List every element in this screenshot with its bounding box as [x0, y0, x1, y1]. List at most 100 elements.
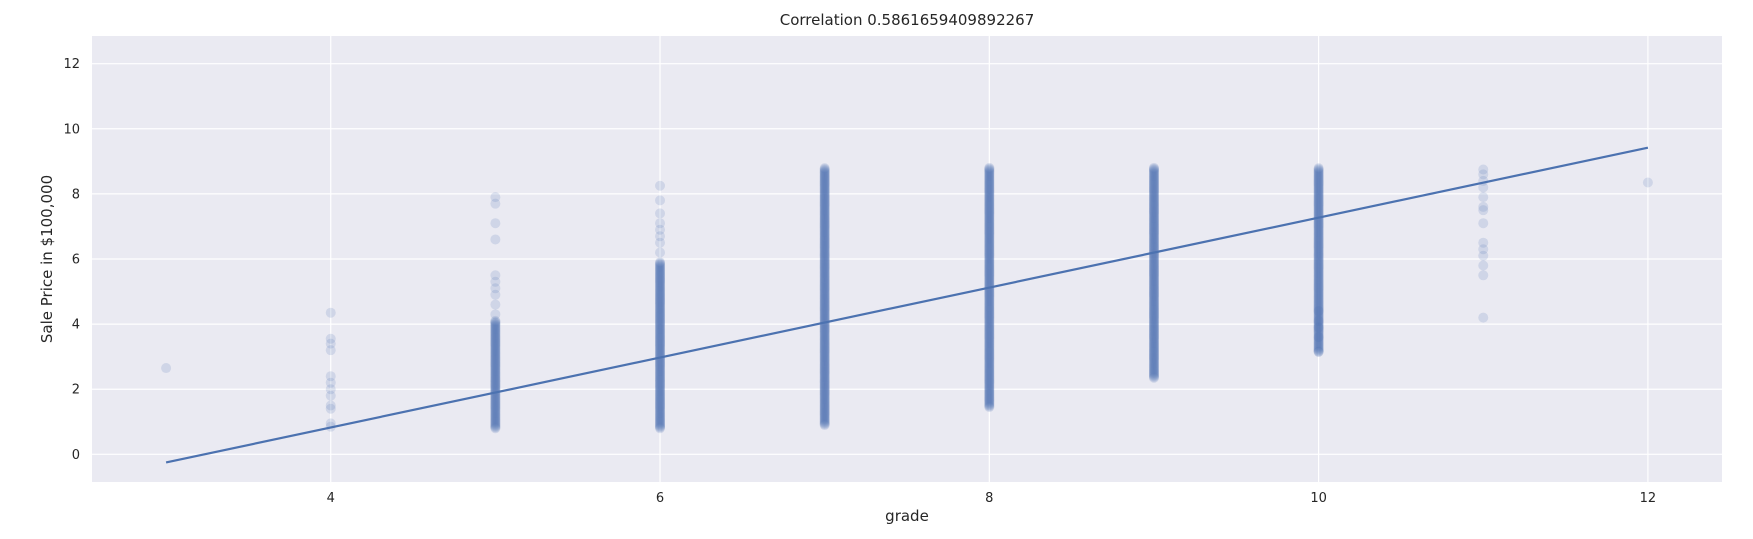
scatter-point	[819, 371, 830, 382]
scatter-point	[1148, 366, 1159, 377]
scatter-point	[1313, 238, 1324, 249]
scatter-point	[984, 350, 995, 361]
scatter-point	[984, 309, 995, 320]
scatter-point	[1313, 183, 1324, 194]
scatter-point	[490, 376, 501, 387]
chart-title: Correlation 0.5861659409892267	[780, 11, 1035, 29]
scatter-point	[1148, 289, 1159, 300]
scatter-point	[655, 402, 666, 413]
scatter-point	[984, 304, 995, 315]
scatter-point	[655, 294, 666, 305]
scatter-point	[490, 218, 501, 229]
scatter-point	[655, 364, 666, 375]
scatter-point	[1313, 317, 1324, 328]
scatter-point	[1313, 185, 1324, 196]
scatter-point	[819, 302, 830, 313]
scatter-point	[819, 177, 830, 188]
scatter-point	[819, 176, 830, 187]
scatter-point	[819, 194, 830, 205]
scatter-point	[984, 367, 995, 378]
scatter-point	[1313, 178, 1324, 189]
scatter-point	[819, 356, 830, 367]
scatter-point	[655, 390, 666, 401]
scatter-point	[984, 219, 995, 230]
scatter-point	[1148, 229, 1159, 240]
scatter-point	[1148, 320, 1159, 331]
scatter-point	[1148, 181, 1159, 192]
scatter-point	[984, 349, 995, 360]
y-tick-label: 2	[72, 383, 80, 398]
scatter-point	[984, 354, 995, 365]
scatter-point	[984, 205, 995, 216]
scatter-point	[655, 333, 666, 344]
scatter-point	[819, 265, 830, 276]
scatter-point	[1313, 234, 1324, 245]
scatter-point	[655, 284, 666, 295]
scatter-point	[1313, 311, 1324, 322]
scatter-point	[1148, 213, 1159, 224]
scatter-point	[655, 339, 666, 350]
scatter-point	[490, 366, 501, 377]
scatter-point	[655, 278, 666, 289]
scatter-point	[490, 381, 501, 392]
scatter-point	[1313, 165, 1324, 176]
scatter-point	[819, 403, 830, 414]
scatter-point	[1148, 344, 1159, 355]
scatter-point	[1148, 301, 1159, 312]
scatter-point	[655, 195, 666, 206]
scatter-point	[819, 179, 830, 190]
scatter-point	[1313, 252, 1324, 263]
scatter-point	[655, 361, 666, 372]
scatter-point	[1478, 164, 1489, 175]
scatter-point	[984, 226, 995, 237]
scatter-point	[984, 363, 995, 374]
scatter-point	[1313, 275, 1324, 286]
scatter-point	[1313, 164, 1324, 175]
scatter-point	[1313, 296, 1324, 307]
scatter-point	[819, 181, 830, 192]
scatter-point	[1148, 307, 1159, 318]
scatter-point	[819, 223, 830, 234]
scatter-point	[984, 220, 995, 231]
scatter-point	[1148, 239, 1159, 250]
scatter-point	[819, 282, 830, 293]
y-tick-label: 0	[72, 448, 80, 463]
scatter-point	[984, 387, 995, 398]
scatter-points	[161, 162, 1653, 434]
scatter-point	[1313, 253, 1324, 264]
scatter-point	[655, 388, 666, 399]
scatter-point	[819, 338, 830, 349]
scatter-point	[655, 274, 666, 285]
scatter-point	[819, 189, 830, 200]
scatter-point	[655, 319, 666, 330]
scatter-point	[1148, 281, 1159, 292]
scatter-point	[1148, 256, 1159, 267]
scatter-point	[819, 293, 830, 304]
scatter-point	[655, 392, 666, 403]
scatter-point	[655, 359, 666, 370]
scatter-point	[819, 277, 830, 288]
scatter-point	[490, 319, 501, 330]
scatter-point	[819, 278, 830, 289]
scatter-point	[984, 200, 995, 211]
scatter-point	[655, 313, 666, 324]
scatter-point	[819, 410, 830, 421]
scatter-point	[984, 252, 995, 263]
scatter-point	[655, 316, 666, 327]
scatter-point	[984, 214, 995, 225]
scatter-point	[1313, 247, 1324, 258]
scatter-point	[984, 164, 995, 175]
scatter-point	[984, 255, 995, 266]
scatter-point	[819, 238, 830, 249]
scatter-point	[1148, 208, 1159, 219]
scatter-point	[1313, 170, 1324, 181]
scatter-point	[1148, 185, 1159, 196]
scatter-point	[655, 387, 666, 398]
scatter-point	[819, 255, 830, 266]
scatter-point	[1313, 301, 1324, 312]
scatter-point	[655, 342, 666, 353]
scatter-point	[1313, 264, 1324, 275]
scatter-point	[1148, 226, 1159, 237]
scatter-point	[984, 260, 995, 271]
scatter-point	[819, 415, 830, 426]
